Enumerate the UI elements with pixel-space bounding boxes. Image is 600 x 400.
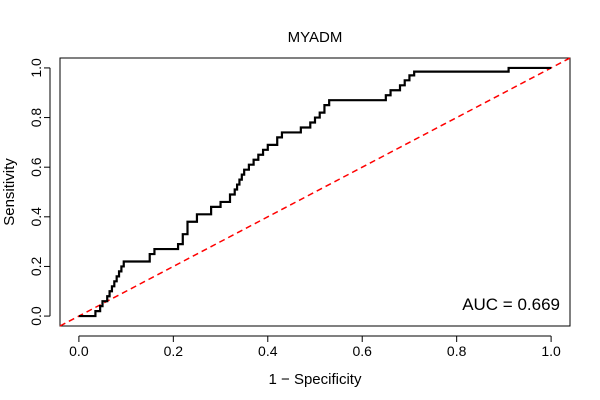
plot-frame bbox=[59, 57, 571, 327]
reference-line bbox=[59, 57, 571, 327]
y-tick-label: 0.6 bbox=[28, 157, 44, 177]
x-axis-label: 1 − Specificity bbox=[269, 371, 362, 388]
chart-title: MYADM bbox=[288, 29, 343, 46]
x-tick-label: 0.6 bbox=[352, 343, 372, 359]
x-tick-label: 0.2 bbox=[164, 343, 184, 359]
auc-annotation: AUC = 0.669 bbox=[462, 295, 560, 314]
y-tick-label: 0.2 bbox=[28, 257, 44, 277]
y-tick-label: 0.8 bbox=[28, 108, 44, 128]
x-tick-label: 0.4 bbox=[258, 343, 278, 359]
y-tick-label: 0.0 bbox=[28, 306, 44, 326]
x-tick-label: 0.8 bbox=[447, 343, 467, 359]
y-tick-label: 1.0 bbox=[28, 58, 44, 78]
x-tick-label: 1.0 bbox=[541, 343, 561, 359]
y-axis-label: Sensitivity bbox=[1, 158, 18, 226]
y-tick-label: 0.4 bbox=[28, 207, 44, 227]
plot-area: 0.0 0.2 0.4 0.6 0.8 1.0 0.0 0.2 0.4 0.6 0.8 1.0 bbox=[28, 57, 571, 359]
x-tick-label: 0.0 bbox=[69, 343, 89, 359]
roc-curve bbox=[78, 66, 552, 318]
